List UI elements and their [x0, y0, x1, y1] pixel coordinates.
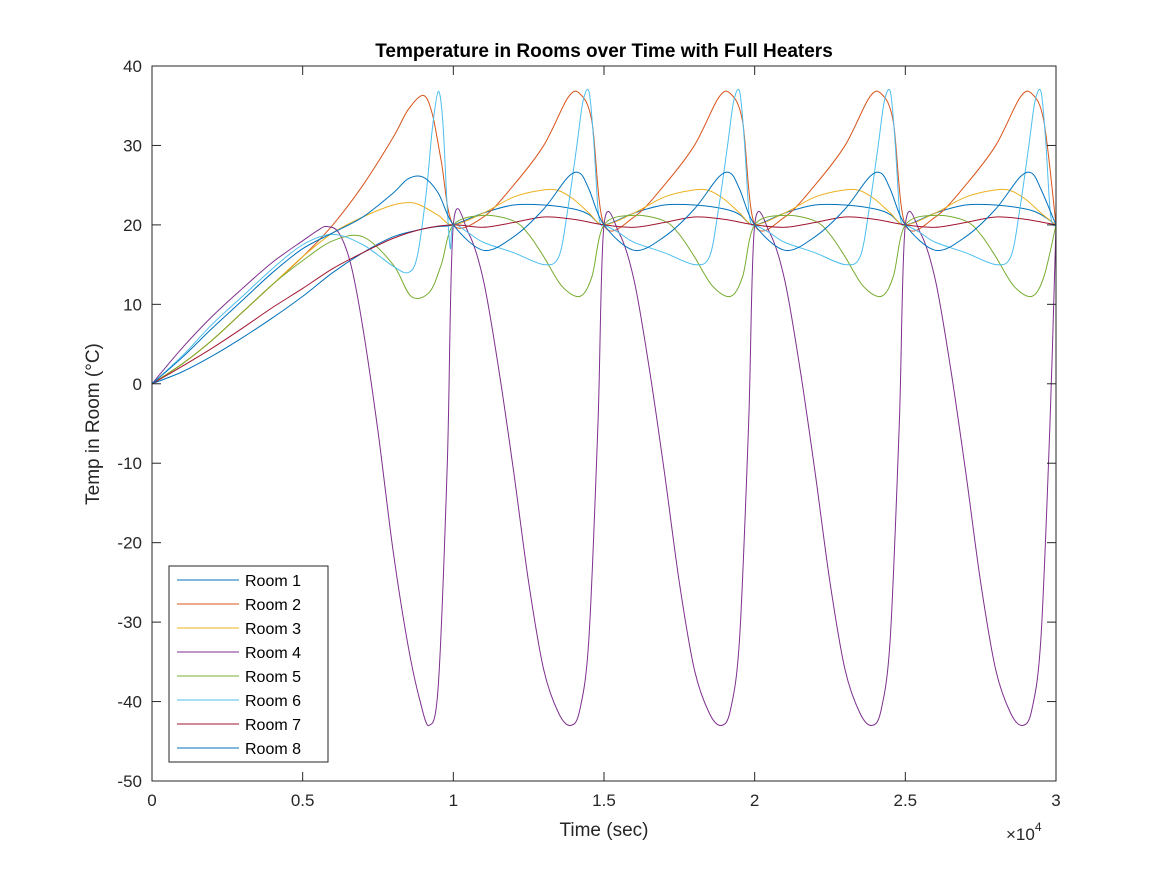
axis-ticks: 0 0.5 1 1.5 2 2.5 3 -50 -40 -30 -20 -10 0 10 20 30 40	[117, 57, 1060, 810]
legend-label-room-1: Room 1	[245, 573, 301, 590]
legend-label-room-2: Room 2	[245, 597, 301, 614]
x-axis-label: Time (sec)	[559, 820, 648, 841]
x-axis-multiplier-exponent: 4	[1035, 820, 1042, 834]
legend: Room 1 Room 2 Room 3 Room 4 Room 5 Room 6 Room…	[168, 565, 329, 763]
chart-title: Temperature in Rooms over Time with Full…	[375, 41, 833, 62]
x-tick-label: 2.5	[894, 791, 918, 810]
x-tick-label: 1	[449, 791, 458, 810]
series-line-room-6	[151, 88, 1057, 385]
legend-label-room-3: Room 3	[245, 621, 301, 638]
y-tick-label: -10	[117, 454, 142, 473]
y-tick-label: -20	[117, 534, 142, 553]
y-tick-label: 0	[133, 375, 142, 394]
y-tick-label: -50	[117, 772, 142, 791]
legend-label-room-7: Room 7	[245, 717, 301, 734]
y-tick-label: 30	[123, 136, 142, 155]
x-axis-multiplier: ×104	[1006, 820, 1042, 844]
legend-label-room-6: Room 6	[245, 693, 301, 710]
axes-box	[151, 65, 1057, 782]
legend-label-room-8: Room 8	[245, 741, 301, 758]
y-tick-label: 10	[123, 295, 142, 314]
x-axis-multiplier-base: ×10	[1006, 825, 1035, 844]
legend-label-room-5: Room 5	[245, 669, 301, 686]
y-axis-label: Temp in Room (°C)	[83, 343, 104, 505]
y-tick-label: 40	[123, 57, 142, 76]
x-tick-label: 3	[1051, 791, 1060, 810]
series-line-room-8	[151, 171, 1057, 385]
series-line-room-4	[151, 208, 1057, 727]
x-tick-label: 2	[750, 791, 759, 810]
series-line-room-3	[151, 188, 1057, 385]
legend-box	[168, 565, 329, 763]
y-tick-label: 20	[123, 216, 142, 235]
x-tick-label: 1.5	[592, 791, 616, 810]
x-tick-label: 0	[147, 791, 156, 810]
x-tick-label: 0.5	[291, 791, 315, 810]
y-tick-label: -40	[117, 693, 142, 712]
y-tick-label: -30	[117, 613, 142, 632]
series-lines	[151, 88, 1057, 727]
legend-label-room-4: Room 4	[245, 645, 301, 662]
series-line-room-5	[151, 214, 1057, 385]
